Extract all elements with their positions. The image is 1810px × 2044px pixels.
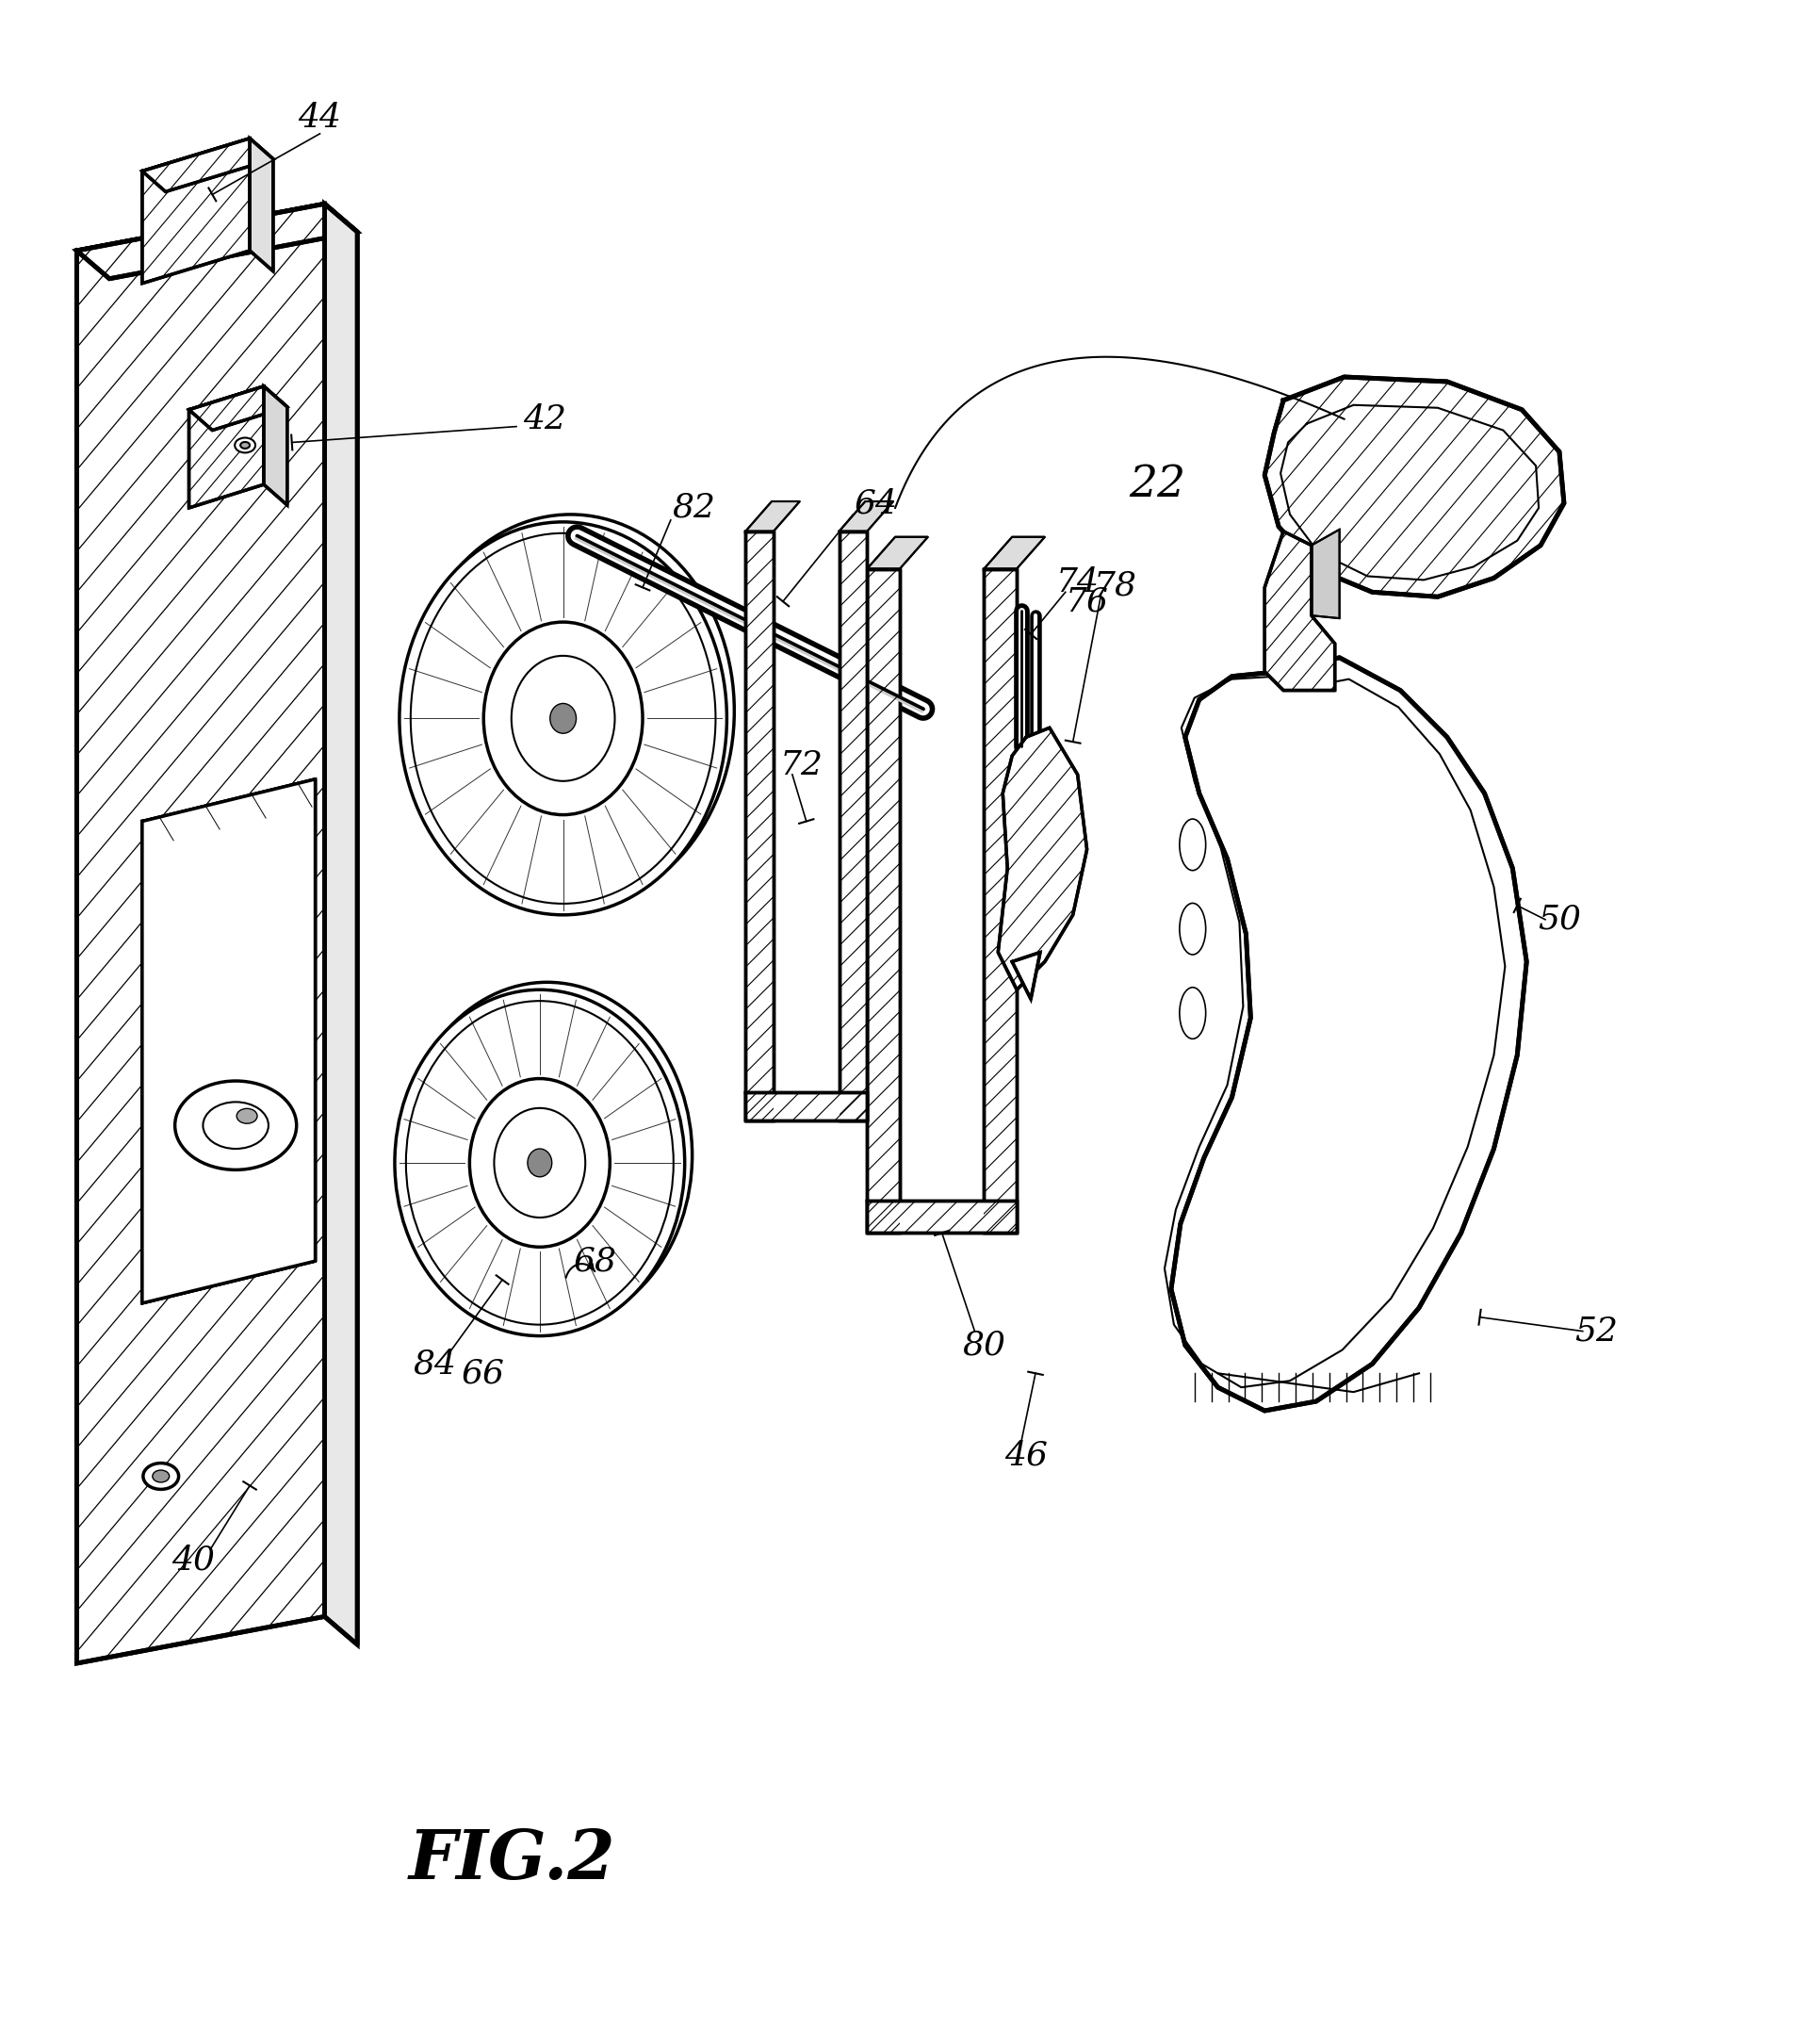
Polygon shape [867, 568, 900, 1233]
Text: 66: 66 [462, 1357, 505, 1390]
Ellipse shape [395, 989, 684, 1337]
Ellipse shape [469, 1079, 610, 1247]
Polygon shape [143, 139, 250, 284]
Polygon shape [997, 728, 1088, 989]
Polygon shape [840, 531, 867, 1120]
Text: 52: 52 [1575, 1314, 1618, 1347]
Ellipse shape [483, 621, 643, 816]
Text: 64: 64 [854, 486, 898, 519]
Text: 84: 84 [413, 1347, 456, 1380]
Polygon shape [264, 386, 288, 505]
Text: 44: 44 [299, 102, 342, 133]
Ellipse shape [237, 1108, 257, 1124]
Polygon shape [985, 568, 1017, 1233]
Text: FIG.2: FIG.2 [409, 1827, 615, 1893]
Text: 74: 74 [1055, 566, 1099, 599]
Polygon shape [76, 204, 324, 1664]
Text: 76: 76 [1066, 585, 1108, 617]
Polygon shape [324, 204, 357, 1645]
Text: 42: 42 [523, 403, 567, 435]
Polygon shape [143, 139, 273, 192]
Polygon shape [867, 568, 900, 1233]
Polygon shape [867, 1200, 1017, 1233]
Polygon shape [746, 531, 773, 1120]
Ellipse shape [176, 1081, 297, 1169]
Polygon shape [1265, 531, 1334, 691]
Polygon shape [143, 139, 250, 284]
Ellipse shape [143, 1464, 179, 1490]
Polygon shape [985, 568, 1017, 1233]
Polygon shape [76, 204, 357, 278]
Polygon shape [746, 1094, 867, 1120]
Polygon shape [985, 538, 1044, 568]
Polygon shape [746, 501, 800, 531]
Polygon shape [1171, 658, 1526, 1410]
Polygon shape [840, 501, 894, 531]
Text: 22: 22 [1129, 464, 1186, 505]
Ellipse shape [152, 1470, 170, 1482]
Polygon shape [188, 386, 288, 429]
Polygon shape [840, 531, 867, 1120]
Polygon shape [188, 386, 264, 507]
Polygon shape [1265, 376, 1564, 597]
Polygon shape [250, 139, 273, 272]
Text: 80: 80 [963, 1329, 1006, 1361]
Polygon shape [1012, 953, 1041, 1000]
Polygon shape [746, 1094, 867, 1120]
Ellipse shape [550, 703, 576, 734]
Text: 78: 78 [1093, 570, 1137, 601]
Polygon shape [188, 386, 264, 507]
Ellipse shape [203, 1102, 268, 1149]
Ellipse shape [235, 437, 255, 452]
Text: 50: 50 [1538, 903, 1580, 936]
Polygon shape [867, 538, 929, 568]
Ellipse shape [527, 1149, 552, 1177]
Ellipse shape [241, 442, 250, 448]
Polygon shape [997, 728, 1088, 989]
Polygon shape [1312, 529, 1339, 617]
Polygon shape [76, 204, 324, 1664]
Polygon shape [746, 531, 773, 1120]
Text: 68: 68 [574, 1245, 617, 1278]
Text: 72: 72 [780, 750, 824, 781]
Polygon shape [143, 779, 315, 1304]
Ellipse shape [400, 521, 728, 916]
Text: 46: 46 [1005, 1439, 1048, 1472]
Polygon shape [867, 1200, 1017, 1233]
Polygon shape [1265, 531, 1334, 691]
Text: 82: 82 [672, 493, 715, 523]
Text: 40: 40 [172, 1545, 215, 1576]
Polygon shape [143, 779, 315, 1304]
Polygon shape [1265, 376, 1564, 597]
